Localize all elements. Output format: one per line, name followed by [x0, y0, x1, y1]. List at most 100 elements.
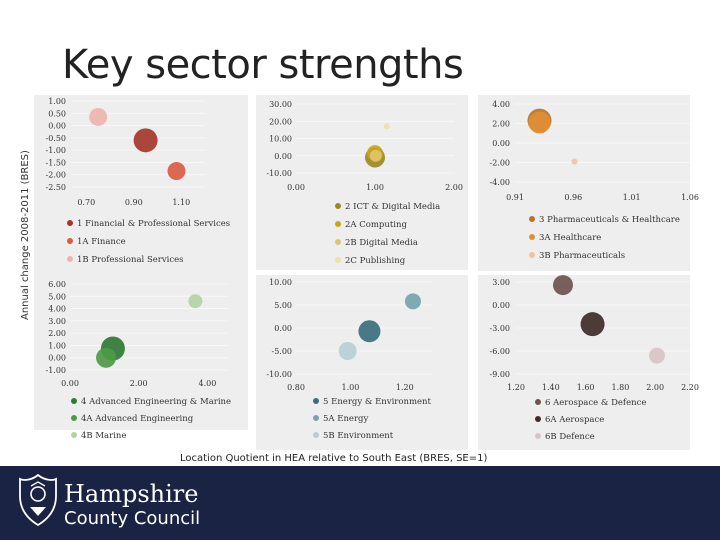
y-tick-label: -5.00	[271, 347, 292, 356]
y-tick-label: -4.00	[489, 178, 510, 187]
y-tick-label: 4.00	[48, 305, 66, 314]
y-tick-label: 10.00	[269, 135, 292, 144]
data-point	[133, 128, 158, 153]
x-tick-label: 0.90	[125, 198, 143, 207]
x-tick-label: 2.00	[445, 183, 463, 192]
chart-background	[478, 95, 690, 271]
data-point	[648, 347, 665, 364]
y-tick-label: 0.00	[274, 324, 292, 333]
chart-panel: 30.00 20.00 10.00 0.00 -10.00 0.00 1.00 2.00 2 I…	[256, 95, 468, 270]
data-point	[404, 293, 421, 310]
y-tick-label: 3.00	[48, 317, 66, 326]
x-tick-label: 1.10	[172, 198, 190, 207]
y-tick-label: 0.00	[48, 354, 66, 363]
data-point	[338, 342, 357, 360]
legend-label: 4A Advanced Engineering	[81, 414, 194, 424]
y-tick-label: -2.00	[45, 171, 66, 180]
x-tick-label: 0.70	[77, 198, 95, 207]
y-tick-label: -1.00	[45, 146, 66, 155]
legend-label: 3 Pharmaceuticals & Healthcare	[539, 215, 680, 225]
y-tick-label: 6.00	[48, 280, 66, 289]
y-tick-label: -3.00	[489, 324, 510, 333]
x-tick-label: 4.00	[198, 379, 216, 388]
y-tick-label: -9.00	[489, 370, 510, 379]
legend-label: 2C Publishing	[345, 256, 406, 266]
data-point	[96, 347, 117, 368]
y-tick-label: 1.00	[48, 97, 66, 106]
x-tick-label: 1.20	[396, 383, 414, 392]
x-tick-label: 0.00	[287, 183, 305, 192]
legend-marker	[535, 416, 541, 422]
org-name: Hampshire	[64, 480, 199, 508]
y-tick-label: 3.00	[492, 278, 510, 287]
chart-panel: 4.00 2.00 0.00 -2.00 -4.00 0.91 0.96 1.01 1.06 3 …	[478, 95, 699, 271]
legend-label: 2B Digital Media	[345, 238, 418, 248]
data-point	[358, 320, 381, 343]
legend-label: 6B Defence	[545, 432, 595, 442]
legend-label: 6 Aerospace & Defence	[545, 398, 646, 408]
y-tick-label: -0.50	[45, 134, 66, 143]
x-tick-label: 1.60	[577, 383, 595, 392]
y-tick-label: -1.00	[45, 366, 66, 375]
legend-label: 6A Aerospace	[545, 415, 604, 425]
y-tick-label: 0.00	[48, 122, 66, 131]
sector-charts: 1.00 0.50 0.00 -0.50 -1.00 -1.50 -2.00 -2.50 0.7…	[34, 95, 699, 450]
y-tick-label: -2.50	[45, 183, 66, 192]
y-tick-label: 0.00	[492, 301, 510, 310]
data-point	[580, 312, 605, 337]
y-tick-label: -2.00	[489, 159, 510, 168]
data-point	[383, 123, 390, 130]
chart-background	[34, 95, 248, 275]
data-point	[188, 294, 203, 309]
x-tick-label: 1.40	[542, 383, 560, 392]
legend-label: 1 Financial & Professional Services	[77, 219, 230, 229]
y-tick-label: 10.00	[269, 278, 292, 287]
x-tick-label: 0.80	[287, 383, 305, 392]
y-tick-label: 4.00	[492, 100, 510, 109]
y-tick-label: -10.00	[266, 169, 292, 178]
legend-marker	[335, 239, 341, 245]
legend-marker	[529, 252, 535, 258]
x-tick-label: 1.00	[341, 383, 359, 392]
data-point	[89, 107, 108, 126]
chart-background	[256, 275, 468, 450]
x-tick-label: 2.00	[646, 383, 664, 392]
legend-marker	[313, 432, 319, 438]
legend-label: 3B Pharmaceuticals	[539, 251, 625, 261]
x-tick-label: 2.00	[130, 379, 148, 388]
legend-marker	[335, 257, 341, 263]
x-tick-label: 1.80	[611, 383, 629, 392]
legend-marker	[313, 398, 319, 404]
legend-marker	[529, 216, 535, 222]
data-point	[167, 162, 186, 181]
legend-marker	[335, 221, 341, 227]
legend-label: 2 ICT & Digital Media	[345, 202, 440, 212]
data-point	[528, 111, 551, 134]
x-axis-label: Location Quotient in HEA relative to Sou…	[180, 453, 488, 464]
legend-marker	[67, 220, 73, 226]
footer-bar: Hampshire County Council	[0, 466, 720, 540]
legend-label: 3A Healthcare	[539, 233, 601, 243]
y-tick-label: 2.00	[492, 120, 510, 129]
legend-label: 4 Advanced Engineering & Marine	[81, 397, 231, 407]
chart-panel: 1.00 0.50 0.00 -0.50 -1.00 -1.50 -2.00 -2.50 0.7…	[34, 95, 248, 275]
x-tick-label: 0.00	[61, 379, 79, 388]
chart-panel: 6.00 5.00 4.00 3.00 2.00 1.00 0.00 -1.00 0.00 2.0…	[34, 275, 248, 441]
y-tick-label: 0.00	[492, 139, 510, 148]
legend-marker	[67, 256, 73, 262]
y-tick-label: 0.00	[274, 152, 292, 161]
legend-marker	[535, 433, 541, 439]
legend-label: 5B Environment	[323, 431, 394, 441]
y-tick-label: -1.50	[45, 158, 66, 167]
crest-icon	[19, 474, 57, 526]
y-tick-label: 2.00	[48, 329, 66, 338]
legend-label: 1B Professional Services	[77, 255, 184, 265]
data-point	[369, 149, 382, 162]
legend-marker	[335, 203, 341, 209]
chart-background	[34, 275, 248, 430]
data-point	[552, 275, 573, 296]
chart-panel: 3.00 0.00 -3.00 -6.00 -9.00 1.20 1.40 1.60 1.80 2…	[478, 275, 699, 450]
legend-marker	[71, 398, 77, 404]
legend-marker	[313, 415, 319, 421]
x-tick-label: 1.01	[623, 193, 641, 202]
